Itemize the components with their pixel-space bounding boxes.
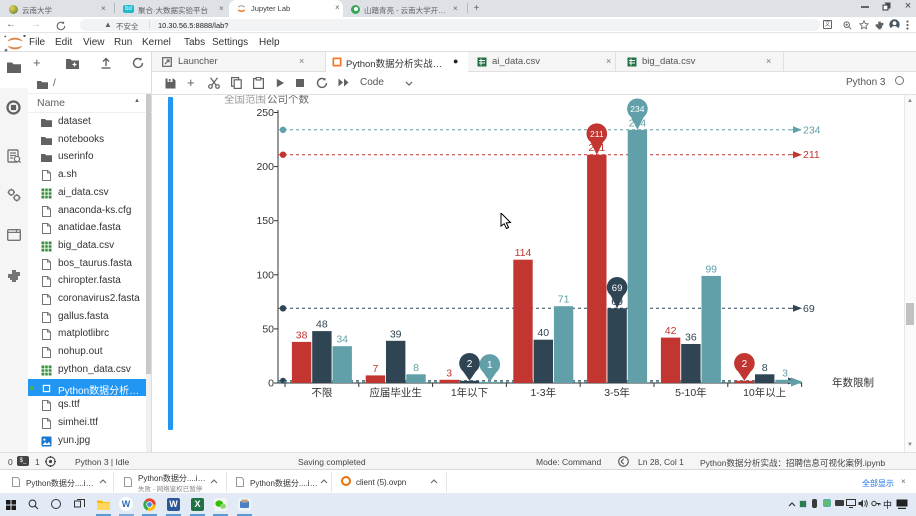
- svg-text:71: 71: [558, 294, 570, 306]
- svg-text:50: 50: [262, 323, 274, 335]
- svg-text:200: 200: [256, 161, 274, 173]
- svg-text:5-10年: 5-10年: [675, 386, 707, 399]
- svg-text:年数限制: 年数限制: [832, 376, 874, 389]
- svg-text:0: 0: [268, 378, 274, 390]
- svg-text:211: 211: [803, 149, 820, 161]
- svg-text:250: 250: [256, 107, 274, 119]
- svg-text:7: 7: [372, 363, 378, 375]
- svg-text:1-3年: 1-3年: [530, 386, 556, 399]
- svg-text:39: 39: [390, 328, 402, 340]
- svg-text:34: 34: [336, 334, 348, 346]
- svg-text:8: 8: [413, 362, 419, 374]
- svg-text:2: 2: [742, 359, 748, 370]
- svg-text:69: 69: [612, 283, 623, 294]
- svg-text:48: 48: [316, 319, 328, 331]
- svg-text:99: 99: [705, 263, 717, 275]
- svg-text:38: 38: [296, 329, 308, 341]
- svg-text:40: 40: [537, 327, 549, 339]
- svg-text:211: 211: [590, 129, 604, 139]
- svg-text:公司个数: 公司个数: [267, 95, 309, 106]
- svg-text:8: 8: [762, 362, 768, 374]
- svg-text:150: 150: [256, 215, 274, 227]
- svg-text:234: 234: [803, 124, 821, 136]
- svg-text:应届毕业生: 应届毕业生: [369, 386, 422, 399]
- svg-text:3: 3: [782, 367, 788, 379]
- svg-text:全国范围: 全国范围: [224, 95, 266, 106]
- svg-text:不限: 不限: [311, 387, 332, 399]
- svg-text:100: 100: [256, 269, 274, 281]
- svg-text:36: 36: [685, 332, 697, 344]
- svg-text:42: 42: [665, 325, 677, 337]
- svg-text:114: 114: [515, 247, 532, 259]
- svg-text:1年以下: 1年以下: [451, 386, 488, 399]
- svg-text:2: 2: [467, 359, 473, 370]
- svg-text:234: 234: [630, 104, 644, 114]
- svg-text:10年以上: 10年以上: [743, 386, 786, 399]
- svg-text:3: 3: [446, 367, 452, 379]
- svg-text:3-5年: 3-5年: [604, 386, 630, 399]
- svg-text:1: 1: [487, 360, 493, 371]
- svg-text:69: 69: [803, 303, 815, 315]
